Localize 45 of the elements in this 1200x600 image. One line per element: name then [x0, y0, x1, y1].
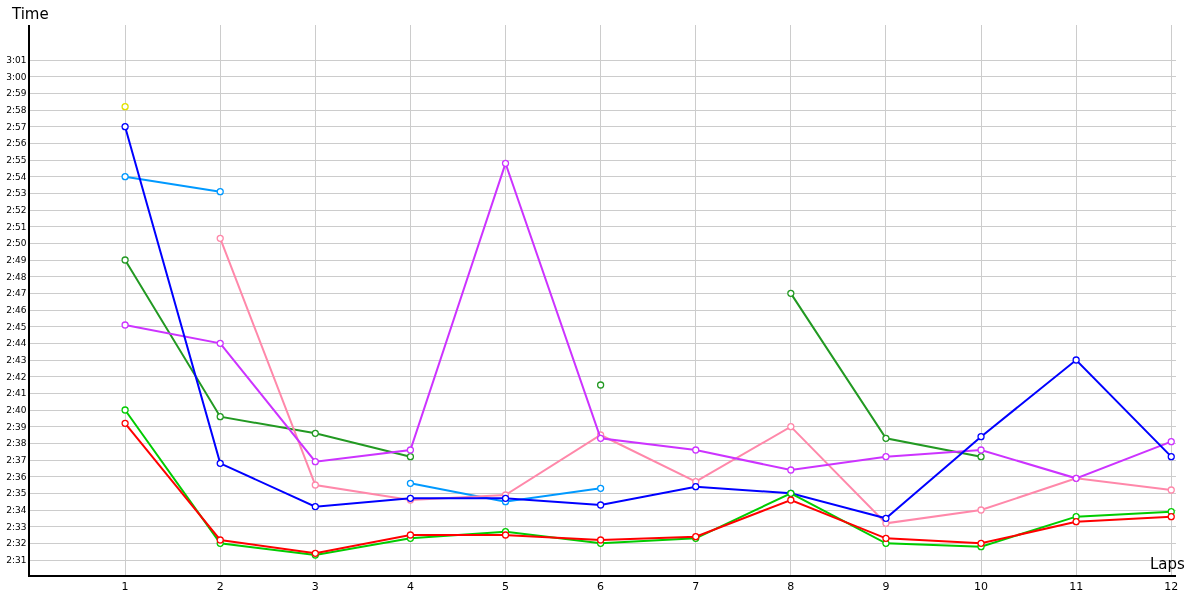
- y-tick-label: 2:50: [6, 238, 27, 249]
- y-tick-label: 2:35: [6, 488, 27, 499]
- y-tick-label: 2:52: [6, 205, 27, 216]
- y-tick-label: 2:54: [6, 171, 27, 182]
- y-tick-label: 2:38: [6, 438, 27, 449]
- x-tick-label: 5: [502, 579, 510, 593]
- x-tick-label: 10: [974, 579, 989, 593]
- y-tick-label: 2:44: [6, 338, 27, 349]
- y-tick-label: 2:34: [6, 505, 27, 516]
- x-axis-title: Laps: [1150, 555, 1186, 573]
- y-tick-label: 2:40: [6, 405, 27, 416]
- y-tick-label: 3:00: [6, 71, 27, 82]
- x-tick-label: 7: [692, 579, 700, 593]
- y-tick-label: 2:48: [6, 271, 27, 282]
- y-tick-label: 2:46: [6, 305, 27, 316]
- y-tick-label: 2:47: [6, 288, 27, 299]
- y-tick-label: 2:59: [6, 88, 27, 99]
- y-tick-label: 2:31: [6, 555, 27, 566]
- x-tick-label: 8: [787, 579, 795, 593]
- y-tick-label: 2:43: [6, 355, 27, 366]
- y-tick-label: 2:51: [6, 221, 27, 232]
- y-tick-label: 3:01: [6, 55, 27, 66]
- y-tick-label: 2:55: [6, 155, 27, 166]
- y-tick-label: 2:37: [6, 455, 27, 466]
- y-tick-label: 2:33: [6, 521, 27, 532]
- y-tick-label: 2:42: [6, 371, 27, 382]
- y-tick-label: 2:41: [6, 388, 27, 399]
- x-tick-label: 3: [311, 579, 319, 593]
- x-tick-label: 1: [121, 579, 129, 593]
- y-tick-label: 2:56: [6, 138, 27, 149]
- y-tick-label: 2:39: [6, 421, 27, 432]
- x-tick-label: 4: [406, 579, 414, 593]
- x-tick-label: 11: [1069, 579, 1084, 593]
- y-tick-label: 2:36: [6, 471, 27, 482]
- x-tick-label: 6: [597, 579, 605, 593]
- y-tick-label: 2:53: [6, 188, 27, 199]
- y-tick-label: 2:45: [6, 321, 27, 332]
- y-tick-label: 2:58: [6, 105, 27, 116]
- y-tick-label: 2:57: [6, 121, 27, 132]
- y-tick-label: 2:32: [6, 538, 27, 549]
- x-tick-label: 9: [882, 579, 890, 593]
- y-tick-label: 2:49: [6, 255, 27, 266]
- y-axis-title: Time: [11, 5, 49, 23]
- x-tick-label: 12: [1164, 579, 1179, 593]
- x-tick-label: 2: [216, 579, 224, 593]
